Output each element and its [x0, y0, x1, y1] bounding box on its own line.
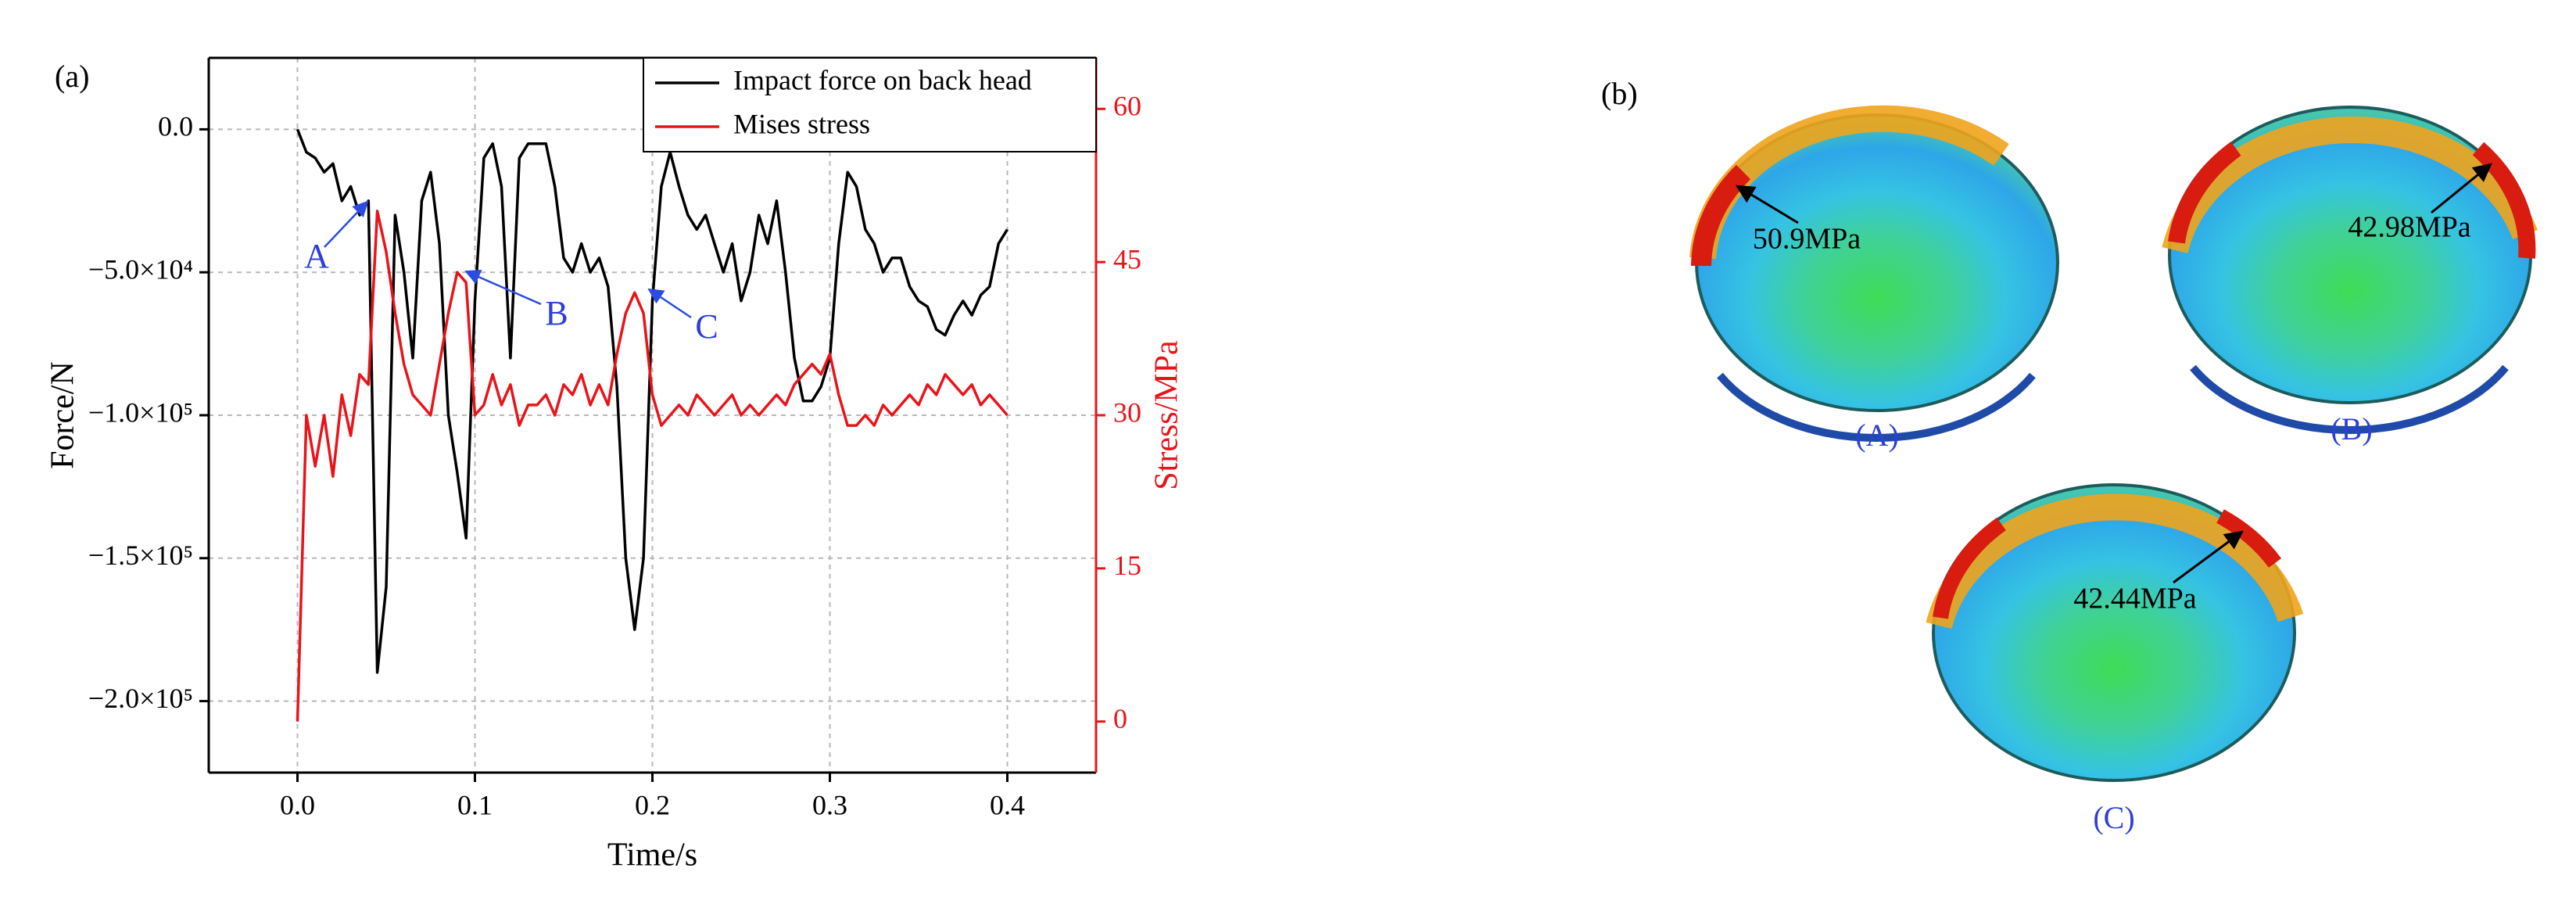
annotation: C	[695, 307, 718, 346]
y2-axis-label: Stress/MPa	[1149, 340, 1185, 490]
x-tick-label: 0.0	[280, 789, 315, 820]
y2-tick-label: 60	[1113, 91, 1141, 122]
x-axis-label: Time/s	[607, 837, 697, 873]
x-tick-label: 0.1	[457, 789, 493, 820]
series-line	[296, 210, 1009, 722]
plot: 0.0 0.1 0.2 0.3 0.4 0.0 −5.0×10⁴ −1.0×10⁵ −1.5×1…	[45, 56, 1185, 873]
x-tick-label: 0.2	[635, 789, 670, 820]
y2-tick-label: 30	[1113, 396, 1141, 428]
view-caption: (A)	[1855, 418, 1899, 453]
annotation-arrow	[324, 200, 369, 248]
view-caption: (B)	[2331, 411, 2372, 447]
x-tick-label: 0.4	[990, 789, 1025, 820]
y-tick-label: −2.0×10⁵	[88, 683, 193, 714]
y2-tick-label: 45	[1113, 243, 1141, 274]
legend-box	[643, 57, 1097, 152]
y-tick-label: −1.5×10⁵	[88, 540, 193, 571]
hemisphere	[1926, 483, 2304, 782]
legend-label: Impact force on back head	[733, 64, 1032, 95]
stress-label: 42.44MPa	[2073, 583, 2196, 615]
view-caption: (C)	[2093, 800, 2134, 835]
y-tick-label: −5.0×10⁴	[88, 253, 193, 285]
legend-label: Mises stress	[733, 108, 870, 139]
annotation: B	[545, 294, 568, 332]
panel-label: (a)	[55, 59, 89, 94]
annotation: A	[304, 237, 329, 275]
y-tick-label: −1.0×10⁵	[88, 396, 193, 428]
x-tick-label: 0.3	[812, 789, 847, 820]
annotation-arrow	[647, 288, 692, 319]
y-axis-label: Force/N	[45, 361, 81, 469]
y2-tick-label: 0	[1113, 703, 1127, 734]
y-tick-label: 0.0	[158, 111, 193, 142]
panel-label: (b)	[1601, 76, 1638, 111]
annotation-arrow	[464, 270, 542, 306]
stress-label: 50.9MPa	[1753, 223, 1861, 256]
hemisphere	[1689, 105, 2059, 442]
y2-tick-label: 15	[1113, 550, 1141, 581]
stress-label: 42.98MPa	[2348, 211, 2470, 244]
hemisphere	[2162, 106, 2538, 434]
